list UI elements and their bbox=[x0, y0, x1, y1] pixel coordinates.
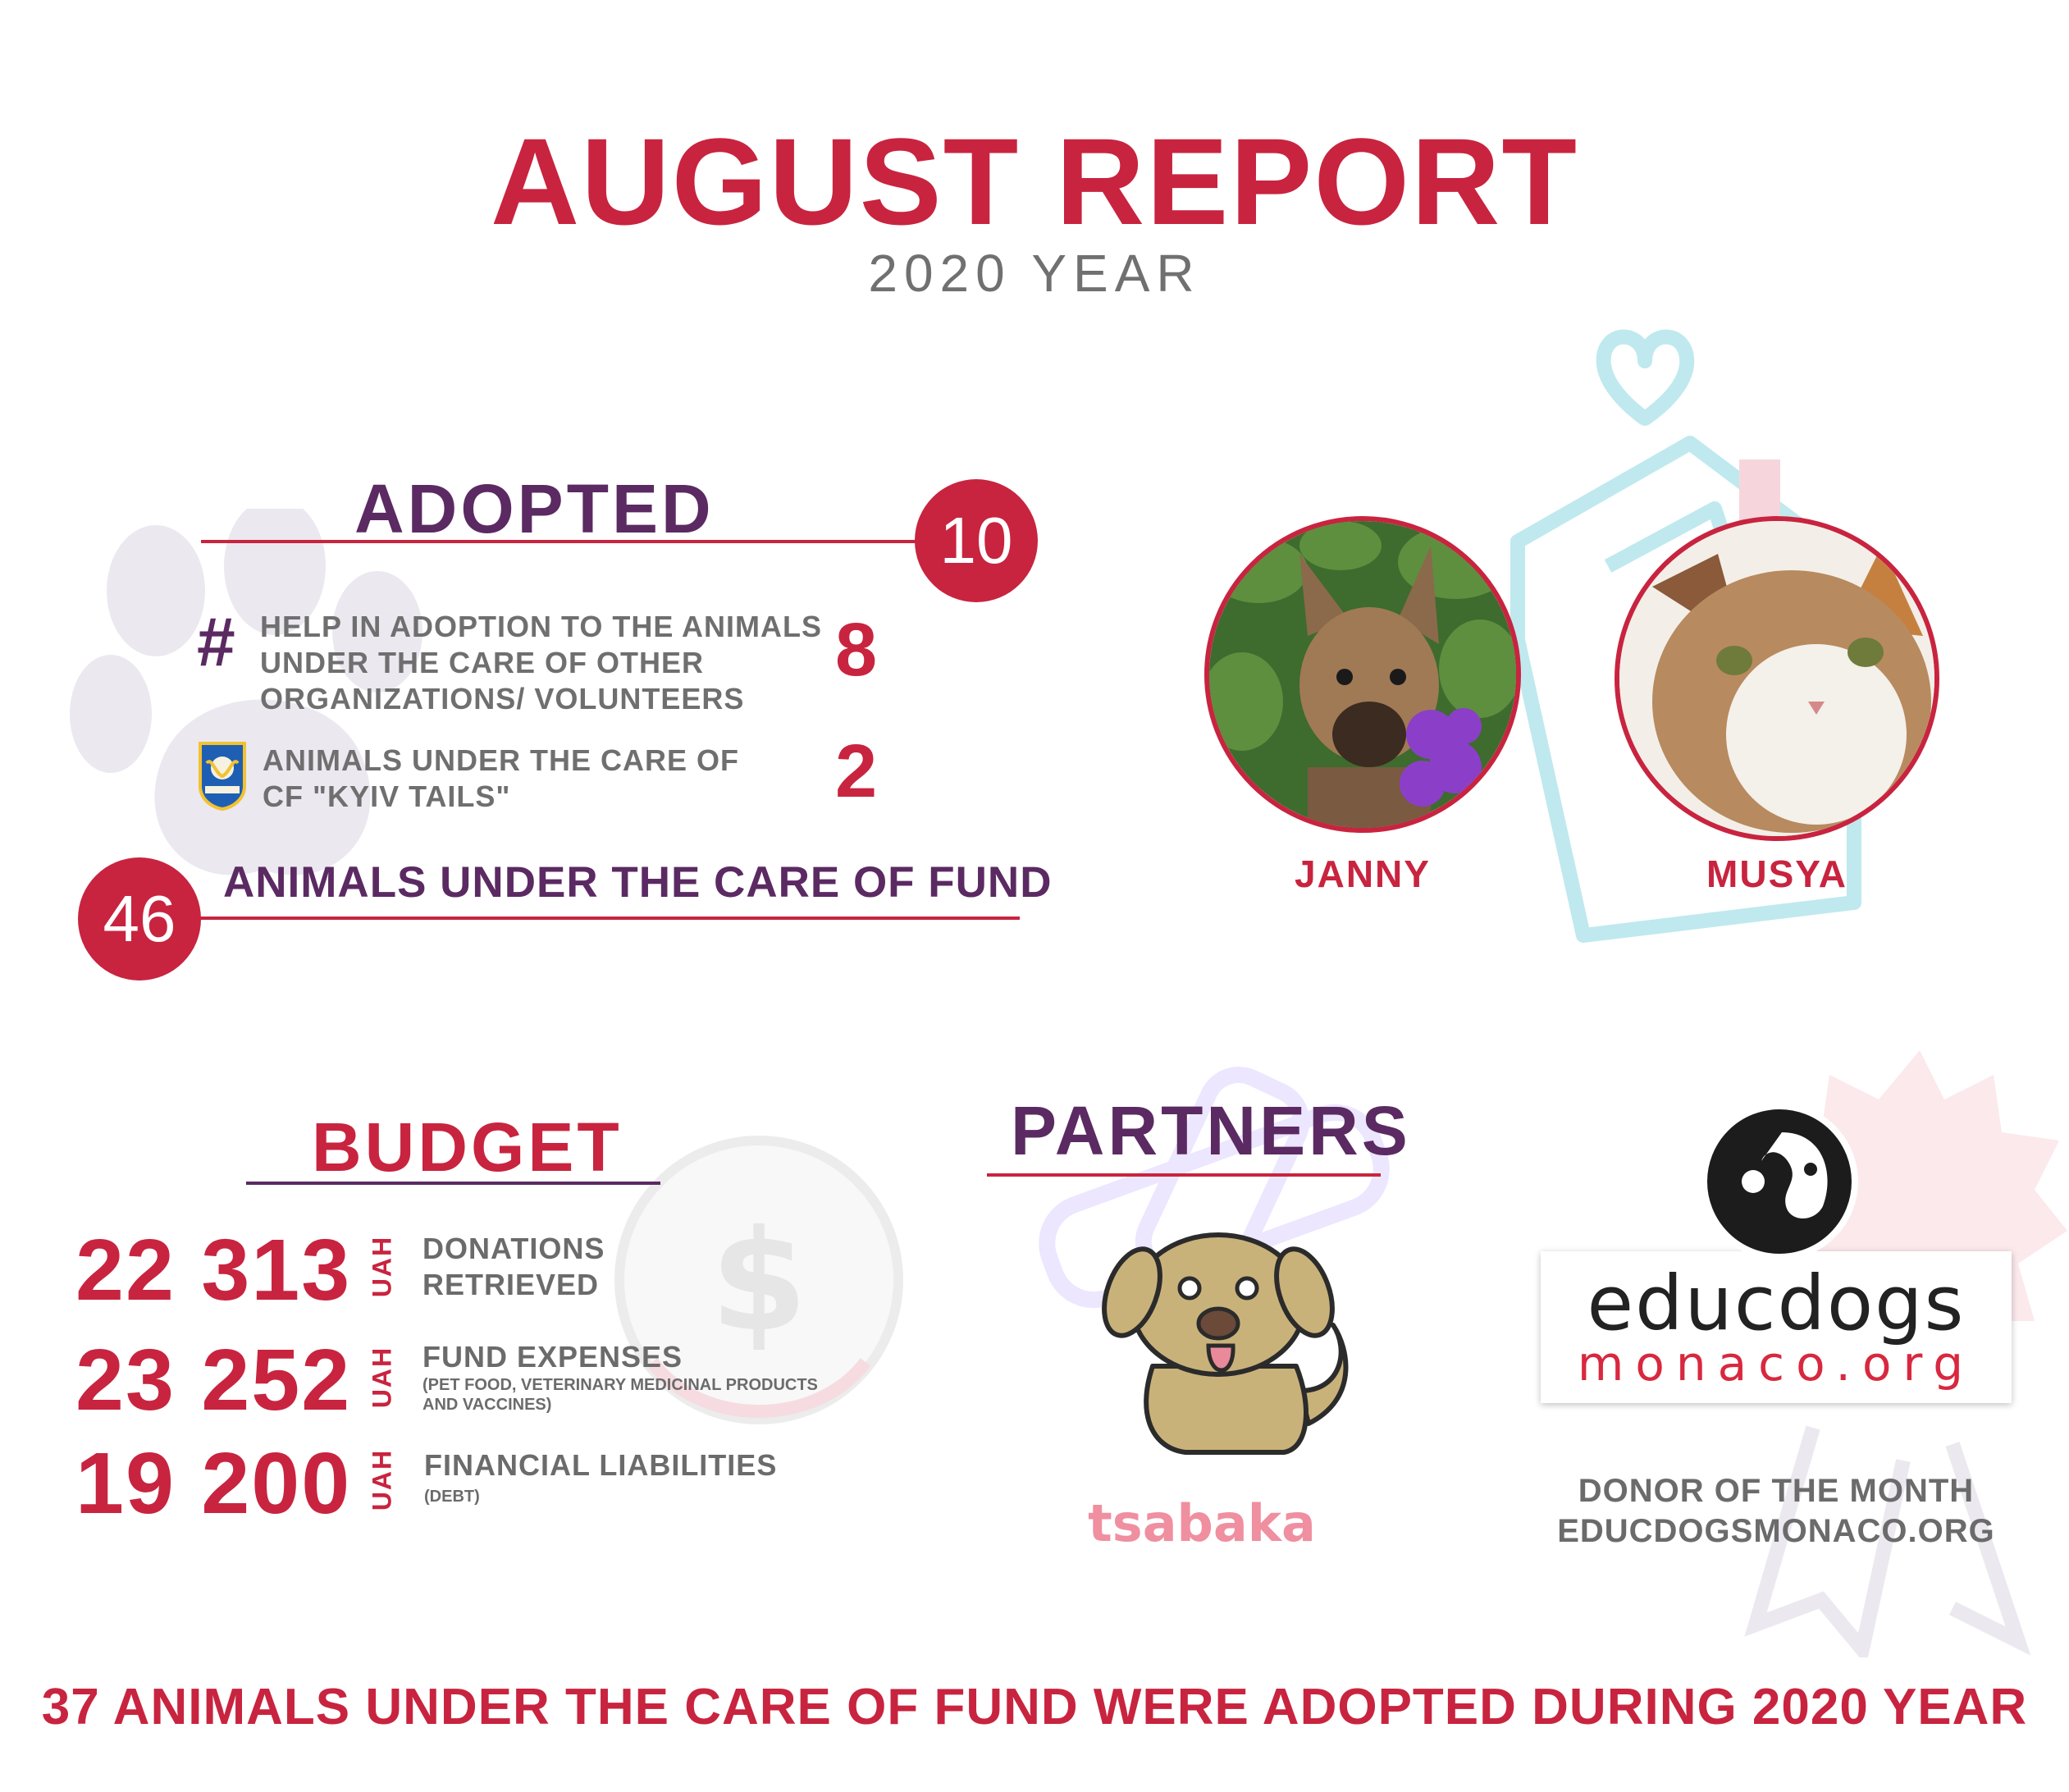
report-year: 2020 YEAR bbox=[868, 244, 1201, 303]
janny-photo bbox=[1204, 516, 1521, 833]
hash-icon: # bbox=[197, 603, 235, 680]
svg-text:$: $ bbox=[710, 1200, 807, 1363]
liabilities-value: 19 200 bbox=[75, 1435, 352, 1532]
fund-count-badge: 46 bbox=[78, 857, 201, 981]
adoption-help-value: 8 bbox=[835, 608, 878, 692]
donor-site: EDUCDOGSMONACO.ORG bbox=[1557, 1513, 1995, 1549]
expenses-label: FUND EXPENSES bbox=[422, 1340, 683, 1374]
budget-rule bbox=[246, 1182, 660, 1185]
educdogs-dog-emblem bbox=[1701, 1103, 1858, 1255]
tsabaka-logo-text: tsabaka bbox=[1088, 1493, 1316, 1553]
report-title: AUGUST REPORT bbox=[490, 112, 1579, 250]
footer-summary: 37 ANIMALS UNDER THE CARE OF FUND WERE A… bbox=[41, 1679, 2028, 1735]
kyiv-tails-label: ANIMALS UNDER THE CARE OF CF "KYIV TAILS… bbox=[263, 743, 739, 813]
pet-name-musya: MUSYA bbox=[1706, 853, 1847, 895]
budget-heading: BUDGET bbox=[312, 1109, 623, 1186]
donations-value: 22 313 bbox=[75, 1222, 352, 1319]
donations-unit: UAH bbox=[367, 1235, 397, 1298]
expenses-value: 23 252 bbox=[75, 1332, 352, 1429]
adoption-help-label: HELP IN ADOPTION TO THE ANIMALS UNDER TH… bbox=[260, 610, 823, 715]
liabilities-sub: (DEBT) bbox=[424, 1488, 480, 1506]
fund-label: ANIMALS UNDER THE CARE OF FUND bbox=[223, 858, 1053, 907]
coin-decoration: $ bbox=[614, 1136, 903, 1424]
kyiv-tails-logo bbox=[199, 742, 246, 811]
educdogs-logo-line2: monaco.org bbox=[1577, 1336, 1975, 1392]
adopted-rule bbox=[201, 540, 923, 543]
educdogs-logo: educdogs monaco.org bbox=[1541, 1251, 2012, 1403]
donor-label: DONOR OF THE MONTH bbox=[1578, 1473, 1975, 1509]
liabilities-label: FINANCIAL LIABILITIES bbox=[424, 1448, 778, 1482]
expenses-unit: UAH bbox=[367, 1346, 397, 1409]
liabilities-unit: UAH bbox=[367, 1448, 397, 1511]
pet-name-janny: JANNY bbox=[1295, 853, 1431, 895]
partners-rule bbox=[987, 1173, 1381, 1177]
expenses-sub: (PET FOOD, VETERINARY MEDICINAL PRODUCTS… bbox=[422, 1376, 818, 1414]
tsabaka-dog-logo bbox=[1102, 1232, 1349, 1455]
partners-heading: PARTNERS bbox=[1011, 1092, 1411, 1169]
musya-photo bbox=[1615, 516, 1939, 841]
educdogs-logo-line1: educdogs bbox=[1587, 1259, 1966, 1347]
fund-rule bbox=[193, 917, 1020, 920]
adopted-total-badge: 10 bbox=[915, 479, 1038, 602]
kyiv-tails-value: 2 bbox=[835, 729, 878, 813]
donations-label: DONATIONS RETRIEVED bbox=[422, 1232, 605, 1301]
adopted-heading: ADOPTED bbox=[354, 470, 715, 547]
